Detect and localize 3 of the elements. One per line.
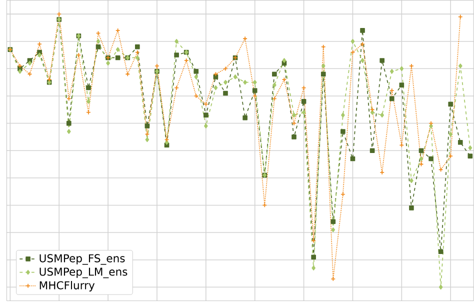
legend-label: USMPep_FS_ens xyxy=(40,254,125,265)
legend-label: MHCFlurry xyxy=(40,281,95,292)
legend-label: USMPep_LM_ens xyxy=(40,268,128,278)
